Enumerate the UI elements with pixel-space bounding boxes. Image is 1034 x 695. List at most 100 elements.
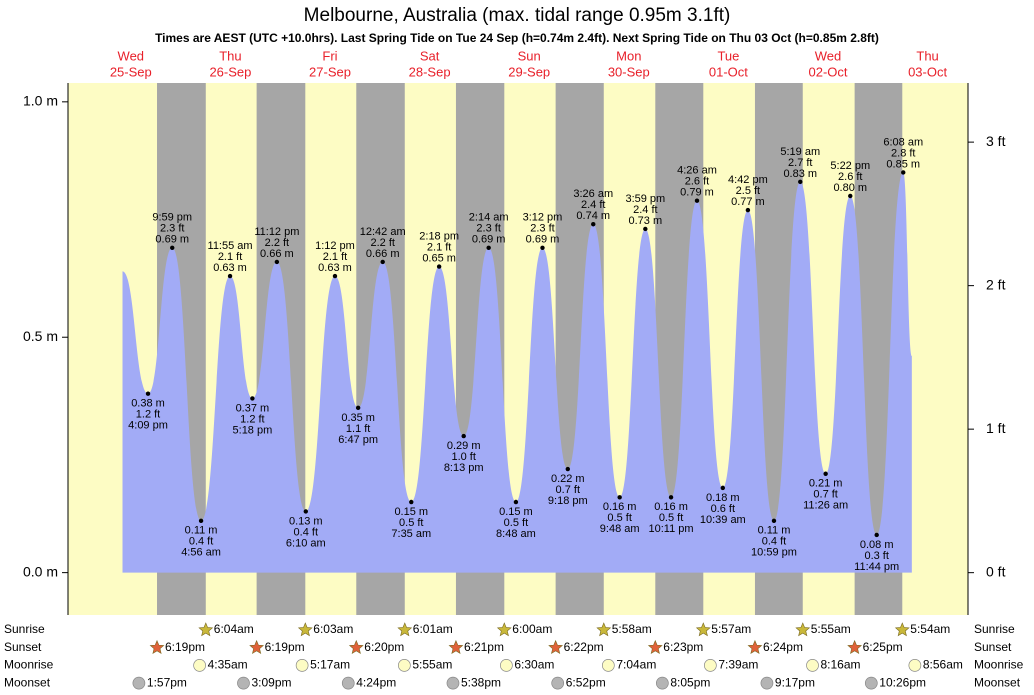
sun-icon (149, 639, 165, 654)
tide-label: 2.1 ft (323, 251, 347, 263)
sun-icon (747, 639, 763, 654)
event-time: 6:21pm (464, 640, 504, 654)
event-time: 6:19pm (165, 640, 205, 654)
tide-point (617, 495, 622, 500)
tide-label: 0.4 ft (762, 536, 786, 548)
tide-point (823, 471, 828, 476)
sun-icon (397, 622, 413, 637)
event-time: 6:19pm (265, 640, 305, 654)
tide-label: 8:13 pm (444, 462, 484, 474)
moon-icon (500, 659, 513, 672)
tide-label: 10:39 am (700, 514, 746, 526)
tide-label: 2.3 ft (160, 223, 184, 235)
moon-icon (551, 676, 565, 690)
tide-label: 0.29 m (447, 440, 481, 452)
chart-title: Melbourne, Australia (max. tidal range 0… (304, 5, 731, 26)
moon-icon (398, 659, 411, 672)
day-date: 27-Sep (309, 64, 351, 79)
event-time: 8:56am (923, 658, 963, 672)
event-time: 6:22pm (564, 640, 604, 654)
tide-label: 0.16 m (654, 501, 688, 513)
y-tick-label: 0.5 m (23, 328, 58, 344)
sun-icon (596, 622, 612, 637)
event-time: 7:39am (718, 658, 758, 672)
day-name: Wed (815, 48, 842, 63)
tide-label: 0.66 m (366, 248, 400, 260)
tide-label: 0.80 m (833, 182, 867, 194)
tide-label: 3:12 pm (523, 212, 563, 224)
tide-label: 2.2 ft (265, 237, 289, 249)
tide-point (694, 198, 700, 203)
tide-point (145, 391, 151, 396)
tide-label: 0.6 ft (711, 503, 735, 515)
tide-label: 4:26 am (677, 165, 717, 177)
tide-label: 10:59 pm (751, 547, 797, 559)
event-time: 1:57pm (147, 675, 187, 689)
tide-label: 0.4 ft (189, 536, 213, 548)
sun-icon (894, 622, 910, 637)
tide-label: 2.4 ft (581, 199, 605, 211)
tide-label: 0.35 m (341, 412, 375, 424)
day-name: Thu (916, 48, 938, 63)
moon-icon (655, 676, 669, 690)
y2-tick-label: 3 ft (986, 133, 1006, 149)
tide-label: 0.74 m (576, 210, 610, 222)
event-time: 5:55am (811, 622, 851, 636)
tide-label: 9:59 pm (152, 212, 192, 224)
tide-label: 3:59 pm (625, 193, 665, 205)
tide-label: 4:42 pm (728, 174, 768, 186)
event-time: 6:03am (313, 622, 353, 636)
tide-point (409, 499, 414, 505)
row-label: Moonset (4, 675, 51, 689)
tide-point (513, 499, 519, 505)
tide-label: 0.13 m (289, 515, 323, 527)
tide-label: 1:12 pm (315, 240, 355, 252)
tide-label: 0.83 m (783, 168, 817, 180)
tide-point (227, 273, 233, 279)
tide-label: 8:48 am (496, 528, 536, 540)
moon-icon (760, 676, 774, 690)
sun-icon (548, 639, 564, 654)
tide-label: 0.65 m (422, 253, 456, 265)
tide-label: 2.1 ft (218, 251, 242, 263)
tide-label: 5:18 pm (233, 424, 273, 436)
tide-point (591, 222, 596, 227)
event-time: 8:05pm (670, 675, 710, 689)
row-label-right: Moonrise (974, 658, 1024, 672)
moon-icon (864, 676, 878, 690)
sun-icon (198, 622, 214, 637)
tide-label: 0.22 m (551, 473, 585, 485)
day-name: Mon (616, 48, 641, 63)
tide-label: 5:19 am (780, 146, 820, 158)
event-time: 6:52pm (566, 675, 606, 689)
moon-icon (132, 676, 146, 690)
tide-point (355, 405, 361, 411)
tide-label: 0.15 m (499, 506, 533, 518)
tide-label: 0.69 m (155, 234, 189, 246)
tide-point (540, 245, 545, 250)
tide-point (668, 495, 674, 500)
tide-label: 2:18 pm (419, 231, 459, 243)
tide-label: 0.11 m (758, 525, 791, 537)
tide-label: 0.11 m (185, 525, 218, 537)
tide-label: 0.73 m (629, 215, 663, 227)
event-time: 4:35am (208, 658, 248, 672)
tide-label: 1.2 ft (240, 413, 264, 425)
tide-label: 0.69 m (472, 234, 506, 246)
tide-label: 9:48 am (600, 523, 640, 535)
day-date: 26-Sep (209, 64, 251, 79)
event-time: 5:55am (412, 658, 452, 672)
tide-point (720, 485, 725, 491)
tide-point (461, 433, 466, 439)
tide-label: 0.5 ft (607, 512, 631, 524)
tide-point (874, 532, 879, 538)
sun-icon (647, 639, 663, 654)
event-time: 4:24pm (356, 675, 396, 689)
tide-label: 2.4 ft (633, 204, 657, 216)
tide-label: 2.1 ft (427, 242, 451, 254)
tide-label: 10:11 pm (649, 523, 694, 535)
tide-label: 0.18 m (706, 492, 740, 504)
day-date: 02-Oct (808, 64, 847, 79)
moon-icon (806, 659, 819, 672)
